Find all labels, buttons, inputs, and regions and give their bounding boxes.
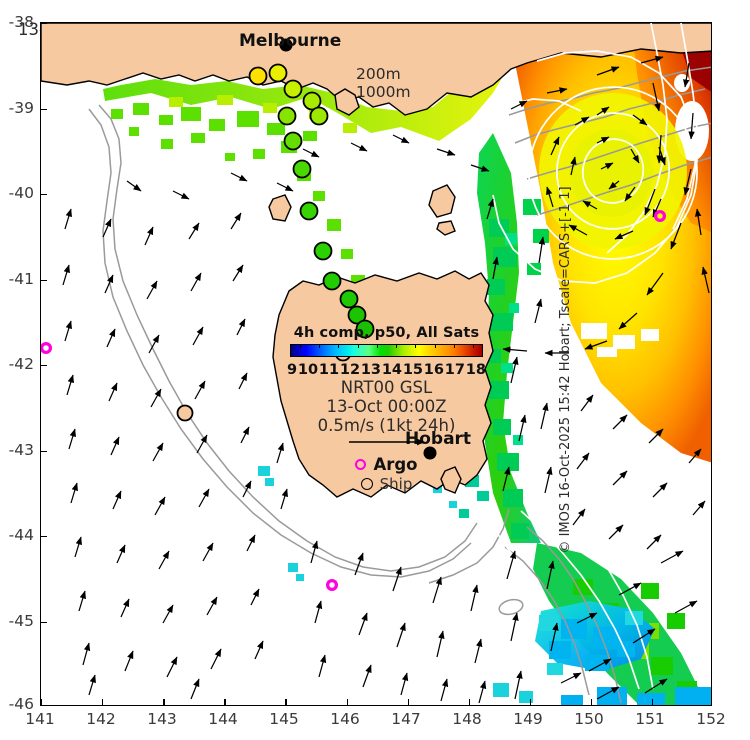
ship-marker[interactable]: [339, 289, 359, 309]
ship-marker[interactable]: [302, 91, 322, 111]
ship-marker[interactable]: [283, 131, 303, 151]
x-tick-label: 150: [574, 710, 604, 728]
x-tick-label: 143: [147, 710, 177, 728]
city-label-melbourne: Melbourne: [239, 31, 342, 51]
x-tick-label: 148: [452, 710, 482, 728]
y-tick-label: -39: [8, 98, 34, 117]
argo-float-marker[interactable]: [41, 342, 52, 354]
bathy-label-200m: 200m: [356, 65, 401, 83]
y-tick-label: -42: [8, 355, 34, 373]
legend-marker-keys: Argo Ship: [284, 455, 489, 493]
legend-key-label: Ship: [379, 475, 413, 494]
legend-product: NRT00 GSL: [340, 378, 433, 397]
vector-scale-arrow: [348, 438, 425, 446]
x-tick-label: 145: [269, 710, 299, 728]
ship-marker[interactable]: [292, 159, 312, 179]
ship-marker[interactable]: [309, 106, 329, 126]
cbar-tick: 14: [381, 362, 403, 378]
argo-marker-icon: [355, 459, 367, 471]
cbar-tick: 17: [444, 362, 465, 378]
city-label-hobart: Hobart: [405, 429, 472, 449]
y-tick-label: -44: [8, 526, 34, 544]
ship-marker[interactable]: [299, 201, 319, 221]
y-tick-label: -38: [8, 13, 34, 31]
cbar-tick: 9: [287, 362, 298, 378]
y-tick-label: -40: [8, 184, 34, 202]
current-vector-layer: [62, 55, 710, 704]
ship-marker[interactable]: [322, 271, 342, 291]
map-plot-area[interactable]: 200m 1000m Melbourne Hobart 4h comp, p50…: [40, 22, 712, 706]
legend-key-label: Argo: [373, 455, 418, 475]
legend-title: 4h comp, p50, All Sats: [293, 325, 480, 341]
argo-float-marker[interactable]: [326, 578, 339, 591]
argo-float-marker[interactable]: [653, 210, 666, 223]
ssh-contour-layer: [492, 23, 698, 690]
cbar-tick: 13: [360, 362, 382, 378]
y-tick-label: -43: [8, 440, 34, 459]
x-tick-label: 152: [696, 710, 726, 728]
y-tick-label: -45: [8, 611, 34, 630]
cbar-tick: 10: [297, 362, 319, 378]
colorbar-tick-labels: 9 10 11 12 13 14 15 16 17 18: [287, 362, 486, 378]
x-tick-label: 142: [86, 710, 116, 728]
ship-marker[interactable]: [355, 319, 375, 339]
bathy-label-1000m: 1000m: [356, 83, 411, 101]
legend-key-argo: Argo: [284, 455, 489, 474]
legend-key-ship: Ship: [284, 475, 489, 493]
cbar-tick: 18: [465, 362, 486, 378]
landmass-layer: [41, 23, 711, 498]
melbourne-city-dot: [279, 38, 293, 52]
ship-marker[interactable]: [268, 63, 288, 83]
cbar-tick: 16: [423, 362, 444, 378]
ship-marker[interactable]: [277, 106, 297, 126]
cbar-tick: 15: [402, 362, 423, 378]
ship-marker-icon: [360, 478, 373, 491]
hobart-city-dot: [423, 446, 437, 460]
cbar-tick: 12: [339, 362, 361, 378]
ship-marker[interactable]: [347, 305, 367, 325]
ship-marker[interactable]: [176, 404, 194, 422]
legend-valid-time: 13-Oct 00:00Z: [326, 397, 447, 417]
copyright-credit: © IMOS 16-Oct-2025 15:42 Hobart; Tscale=…: [557, 186, 573, 554]
x-tick-label: 146: [330, 710, 360, 728]
colorbar-ticks: [290, 344, 483, 361]
x-tick-label: 149: [513, 710, 543, 728]
sst-raster-layer: [103, 23, 711, 705]
x-tick-label: 144: [208, 710, 238, 728]
x-tick-label: 151: [635, 710, 665, 728]
y-tick-label: -41: [8, 269, 34, 288]
ship-marker[interactable]: [313, 241, 333, 261]
ship-marker[interactable]: [248, 66, 268, 86]
cbar-tick: 11: [318, 362, 340, 378]
x-tick-label: 147: [391, 710, 421, 728]
y-tick-label: -46: [8, 695, 34, 713]
ship-marker[interactable]: [283, 79, 303, 99]
x-tick-label: 141: [25, 710, 55, 728]
legend-vector-scale: 0.5m/s (1kt 24h): [317, 416, 456, 436]
map-legend: 4h comp, p50, All Sats 9 10 11 12 13 14 …: [284, 325, 489, 493]
